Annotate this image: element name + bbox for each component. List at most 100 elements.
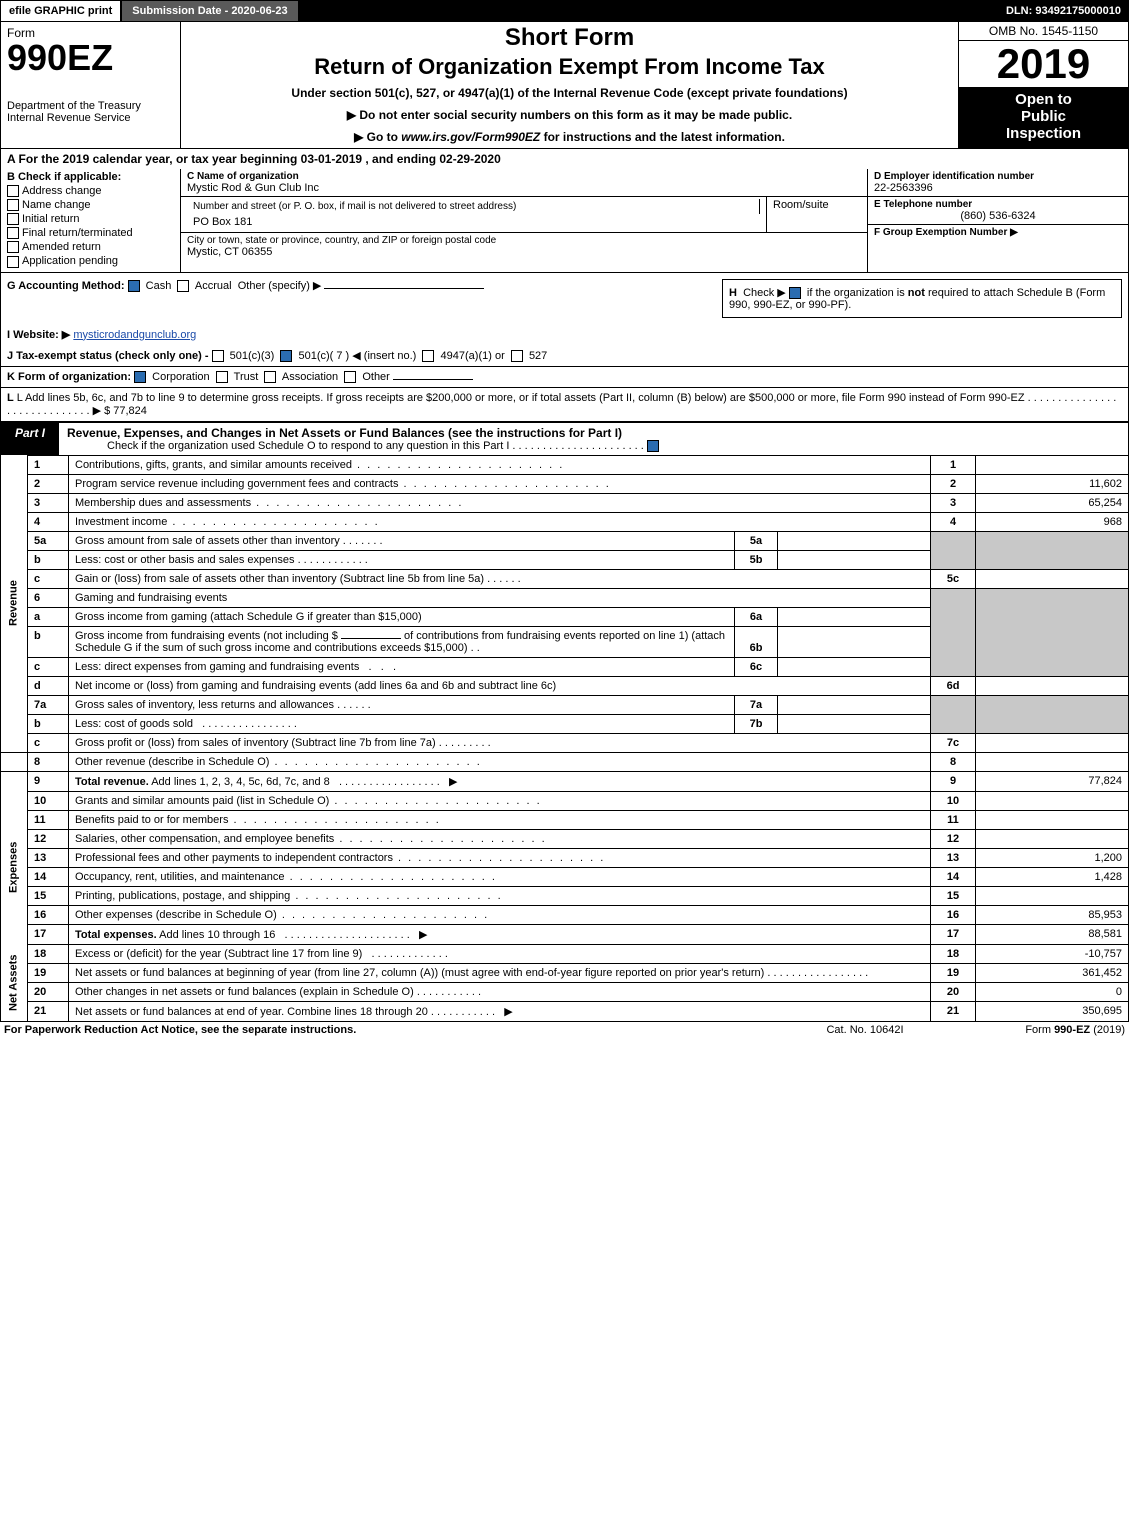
l14-num: 14 xyxy=(28,867,69,886)
f-group-label: F Group Exemption Number ▶ xyxy=(874,227,1122,238)
i-website-row: I Website: ▶ mysticrodandgunclub.org xyxy=(0,324,1129,345)
l13-amt: 1,200 xyxy=(976,848,1129,867)
l-text: L Add lines 5b, 6c, and 7b to line 9 to … xyxy=(17,392,1025,404)
row-5c: c Gain or (loss) from sale of assets oth… xyxy=(1,569,1129,588)
cb-amended-return[interactable]: Amended return xyxy=(7,241,174,253)
header-spacer xyxy=(299,0,998,22)
cb-cash[interactable] xyxy=(128,280,140,292)
l20-num: 20 xyxy=(28,982,69,1001)
l7b-val xyxy=(778,714,931,733)
form-meta-cell: OMB No. 1545-1150 2019 Open to Public In… xyxy=(958,22,1128,148)
cb-address-change[interactable]: Address change xyxy=(7,185,174,197)
l7c-rnum: 7c xyxy=(931,733,976,752)
l6d-rnum: 6d xyxy=(931,676,976,695)
phone-value: (860) 536-6324 xyxy=(874,210,1122,222)
l6b-blank[interactable] xyxy=(341,638,401,639)
l6c-sub: 6c xyxy=(735,657,778,676)
l11-num: 11 xyxy=(28,810,69,829)
l6b-desc: Gross income from fundraising events (no… xyxy=(69,626,735,657)
other-label: Other (specify) ▶ xyxy=(238,280,322,292)
submission-date-button[interactable]: Submission Date - 2020-06-23 xyxy=(121,0,298,22)
l10-num: 10 xyxy=(28,791,69,810)
c-name-label: C Name of organization xyxy=(187,171,861,182)
cb-assoc[interactable] xyxy=(264,371,276,383)
l19-rnum: 19 xyxy=(931,963,976,982)
l5c-num: c xyxy=(28,569,69,588)
l16-amt: 85,953 xyxy=(976,905,1129,924)
l6a-desc: Gross income from gaming (attach Schedul… xyxy=(69,607,735,626)
l19-amt: 361,452 xyxy=(976,963,1129,982)
part1-bar: Part I Revenue, Expenses, and Changes in… xyxy=(0,422,1129,455)
cb-h-not-required[interactable] xyxy=(789,287,801,299)
l3-amt: 65,254 xyxy=(976,493,1129,512)
l6-num: 6 xyxy=(28,588,69,607)
k-other-input[interactable] xyxy=(393,379,473,380)
cb-trust[interactable] xyxy=(216,371,228,383)
part1-title-text: Revenue, Expenses, and Changes in Net As… xyxy=(67,426,622,440)
l7ab-greynum xyxy=(931,695,976,733)
f-group-cell: F Group Exemption Number ▶ xyxy=(868,225,1128,272)
l7c-desc: Gross profit or (loss) from sales of inv… xyxy=(69,733,931,752)
l4-amt: 968 xyxy=(976,512,1129,531)
cb-amended-return-label: Amended return xyxy=(22,241,101,253)
d-ein-label: D Employer identification number xyxy=(874,171,1122,182)
l12-desc: Salaries, other compensation, and employ… xyxy=(69,829,931,848)
l8-num: 8 xyxy=(28,752,69,771)
l12-amt xyxy=(976,829,1129,848)
l9-num: 9 xyxy=(28,771,69,791)
cb-corp[interactable] xyxy=(134,371,146,383)
row-16: 16 Other expenses (describe in Schedule … xyxy=(1,905,1129,924)
l21-rnum: 21 xyxy=(931,1001,976,1021)
l7b-desc: Less: cost of goods sold . . . . . . . .… xyxy=(69,714,735,733)
l5ab-greynum xyxy=(931,531,976,569)
l4-desc: Investment income xyxy=(69,512,931,531)
row-21: 21 Net assets or fund balances at end of… xyxy=(1,1001,1129,1021)
cb-final-return[interactable]: Final return/terminated xyxy=(7,227,174,239)
other-specify-input[interactable] xyxy=(324,288,484,289)
l8-rnum: 8 xyxy=(931,752,976,771)
c-name-cell: C Name of organization Mystic Rod & Gun … xyxy=(181,169,867,197)
l15-desc: Printing, publications, postage, and shi… xyxy=(69,886,931,905)
l1-desc: Contributions, gifts, grants, and simila… xyxy=(69,455,931,474)
accrual-label: Accrual xyxy=(195,280,232,292)
org-name: Mystic Rod & Gun Club Inc xyxy=(187,182,861,194)
l6b-sub: 6b xyxy=(735,626,778,657)
cb-address-change-label: Address change xyxy=(22,185,102,197)
l-amount: ▶ $ 77,824 xyxy=(93,405,147,417)
cb-schedule-o[interactable] xyxy=(647,440,659,452)
row-8: 8 Other revenue (describe in Schedule O)… xyxy=(1,752,1129,771)
efile-print-button[interactable]: efile GRAPHIC print xyxy=(0,0,121,22)
k-label: K Form of organization: xyxy=(7,371,131,383)
row-12: 12 Salaries, other compensation, and emp… xyxy=(1,829,1129,848)
cb-application-pending[interactable]: Application pending xyxy=(7,255,174,267)
cb-501c[interactable] xyxy=(280,350,292,362)
cb-accrual[interactable] xyxy=(177,280,189,292)
irs-link[interactable]: www.irs.gov/Form990EZ xyxy=(401,130,540,144)
e-phone-label: E Telephone number xyxy=(874,199,1122,210)
cb-initial-return-label: Initial return xyxy=(22,213,79,225)
cb-name-change[interactable]: Name change xyxy=(7,199,174,211)
cb-4947[interactable] xyxy=(422,350,434,362)
cb-527[interactable] xyxy=(511,350,523,362)
c-street-cell: Number and street (or P. O. box, if mail… xyxy=(181,197,767,232)
website-link[interactable]: mysticrodandgunclub.org xyxy=(73,329,196,341)
c-room-cell: Room/suite xyxy=(767,197,867,232)
ein-value: 22-2563396 xyxy=(874,182,1122,194)
cb-other-org[interactable] xyxy=(344,371,356,383)
return-title: Return of Organization Exempt From Incom… xyxy=(187,54,952,80)
part1-check-text: Check if the organization used Schedule … xyxy=(67,440,1120,452)
l5c-rnum: 5c xyxy=(931,569,976,588)
cb-501c3[interactable] xyxy=(212,350,224,362)
irs-label: Internal Revenue Service xyxy=(7,112,174,124)
row-7c: c Gross profit or (loss) from sales of i… xyxy=(1,733,1129,752)
l20-rnum: 20 xyxy=(931,982,976,1001)
row-18: Net Assets 18 Excess or (deficit) for th… xyxy=(1,944,1129,963)
l5a-num: 5a xyxy=(28,531,69,550)
row-6d: d Net income or (loss) from gaming and f… xyxy=(1,676,1129,695)
c-room-label: Room/suite xyxy=(773,199,829,211)
l18-rnum: 18 xyxy=(931,944,976,963)
part1-tag: Part I xyxy=(1,423,59,455)
footer-right: Form 990-EZ (2019) xyxy=(945,1024,1125,1036)
cb-initial-return[interactable]: Initial return xyxy=(7,213,174,225)
j-501c: 501(c)( 7 ) ◀ (insert no.) xyxy=(298,350,416,362)
